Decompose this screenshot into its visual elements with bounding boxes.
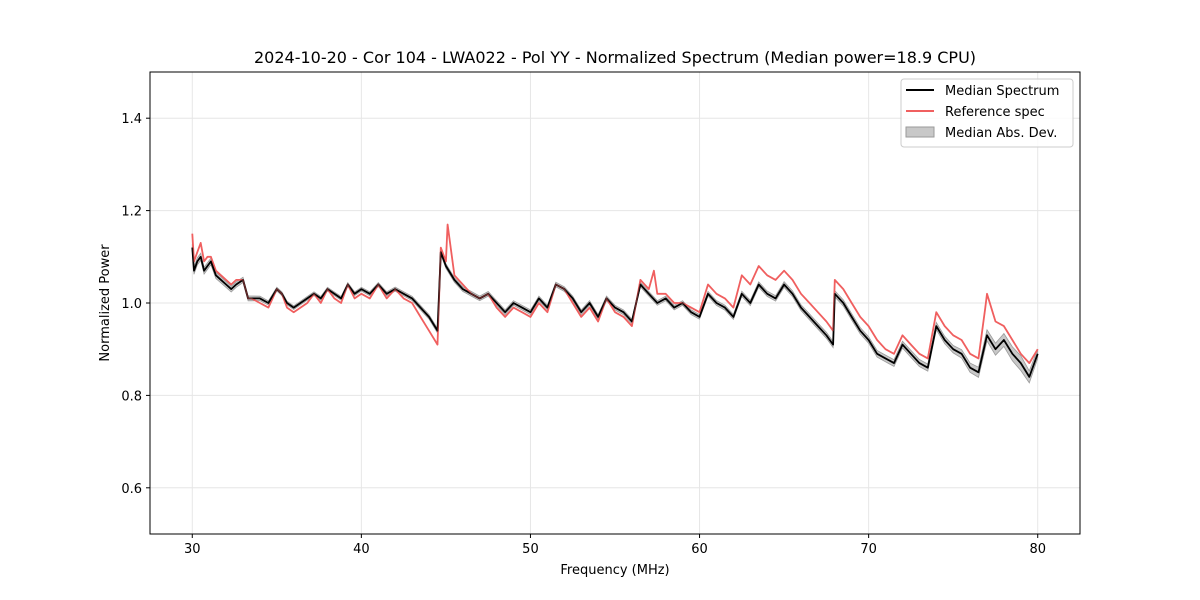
legend-swatch-mad (905, 126, 935, 138)
x-axis-label: Frequency (MHz) (560, 563, 669, 578)
legend-box (900, 78, 1074, 148)
reference-spectrum-overlay (191, 223, 1039, 364)
legend-label-mad: Median Abs. Dev. (945, 126, 1057, 141)
x-tick-label: 70 (860, 542, 877, 557)
y-axis: 0.6 0.8 1.0 1.2 1.4 (121, 112, 150, 497)
y-axis-label: Normalized Power (98, 244, 113, 362)
y-tick-label: 0.6 (121, 482, 142, 497)
mad-band (191, 243, 1039, 384)
x-tick-label: 50 (522, 542, 539, 557)
mad-layer (191, 243, 1039, 384)
x-axis: 30 40 50 60 70 80 (184, 534, 1046, 557)
legend-label-reference: Reference spec (945, 105, 1045, 120)
x-tick-label: 30 (184, 542, 201, 557)
x-tick-label: 80 (1029, 542, 1046, 557)
x-tick-label: 40 (353, 542, 370, 557)
reference-spectrum-line (191, 223, 1039, 365)
median-spectrum-line (191, 247, 1039, 378)
chart-title: 2024-10-20 - Cor 104 - LWA022 - Pol YY -… (254, 48, 976, 67)
legend: Median Spectrum Reference spec Median Ab… (900, 78, 1074, 148)
legend-label-median: Median Spectrum (945, 84, 1059, 99)
y-tick-label: 1.2 (121, 205, 142, 220)
y-tick-label: 0.8 (121, 389, 142, 404)
y-tick-label: 1.4 (121, 112, 142, 127)
series-layer (191, 223, 1039, 378)
y-tick-label: 1.0 (121, 297, 142, 312)
x-tick-label: 60 (691, 542, 708, 557)
